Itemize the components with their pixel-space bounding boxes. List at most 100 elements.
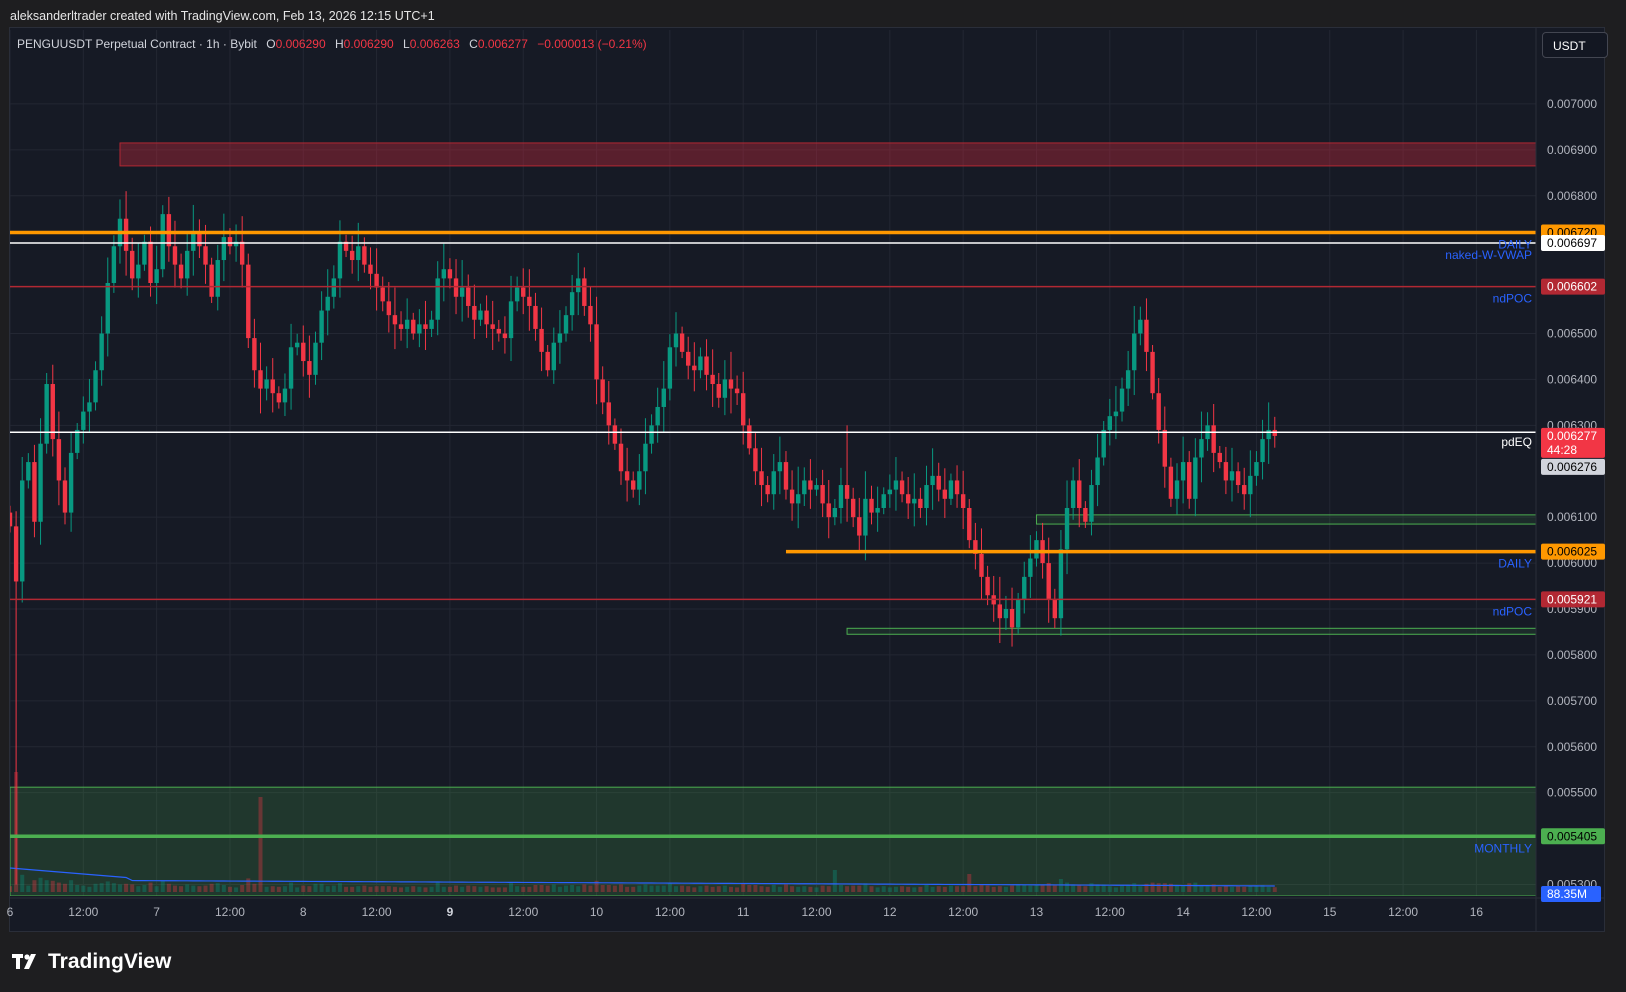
volume-bar: [319, 883, 324, 892]
volume-bar: [466, 885, 471, 892]
candle-body: [1101, 429, 1106, 458]
x-tick-label: 12:00: [215, 905, 245, 919]
volume-ma-line: [10, 867, 1275, 887]
candle-body: [802, 480, 807, 495]
volume-bar: [955, 886, 960, 892]
volume-bar: [191, 885, 196, 892]
candle-body: [404, 319, 410, 329]
candle-body: [380, 287, 385, 302]
candle-body: [863, 498, 868, 536]
candle-body: [56, 439, 62, 481]
volume-bar: [753, 885, 758, 892]
volume-bar: [32, 880, 37, 892]
volume-bar: [484, 886, 489, 892]
candle-body: [209, 264, 214, 297]
candle-body: [294, 342, 300, 348]
candle-body: [637, 471, 642, 490]
price-tag-label: 0.005405: [1547, 829, 1597, 843]
currency-button[interactable]: USDT: [1542, 32, 1608, 58]
candle-body: [392, 315, 398, 325]
volume-bar: [533, 885, 538, 892]
candle-body: [576, 278, 581, 293]
volume-bar: [1187, 883, 1192, 892]
volume-bar: [1101, 884, 1106, 892]
candle-body: [557, 333, 563, 343]
candle-body: [301, 342, 306, 362]
candle-body: [38, 443, 43, 522]
volume-bar: [374, 886, 379, 892]
volume-bar: [802, 886, 807, 892]
candle-body: [887, 489, 893, 495]
price-tag-box: [1541, 828, 1605, 845]
volume-bar: [307, 886, 312, 892]
candle-body: [282, 388, 288, 403]
volume-bar: [258, 797, 263, 892]
volume-bar: [270, 886, 275, 892]
volume-bar: [1089, 883, 1094, 892]
level-label: ndPOC: [1493, 292, 1533, 306]
candle-body: [631, 480, 636, 490]
candle-body: [1254, 462, 1259, 476]
candle-body: [795, 494, 801, 504]
volume-bar: [1266, 886, 1271, 892]
volume-bar: [777, 886, 782, 892]
candle-body: [741, 393, 746, 426]
candle-body: [551, 342, 556, 371]
volume-bar: [1236, 886, 1241, 892]
symbol-title[interactable]: PENGUUSDT Perpetual Contract · 1h · Bybi…: [17, 37, 257, 51]
volume-bar: [148, 882, 153, 892]
candle-body: [239, 241, 245, 265]
candle-body: [191, 232, 196, 251]
volume-bar: [826, 886, 831, 892]
candle-body: [514, 287, 520, 302]
candle-body: [429, 319, 434, 329]
volume-bar: [588, 885, 593, 892]
volume-bar: [99, 883, 104, 892]
volume-bar: [203, 885, 208, 892]
price-tag-box: [1541, 543, 1605, 560]
candle-body: [1217, 452, 1222, 463]
volume-bar: [1028, 885, 1033, 892]
x-tick-label: 12:00: [948, 905, 978, 919]
change-value: −0.000013 (−0.21%): [537, 37, 647, 51]
candle-body: [288, 347, 294, 389]
candle-body: [1156, 393, 1161, 430]
candle-body: [252, 338, 257, 371]
candle-body: [826, 503, 831, 518]
candle-body: [777, 462, 783, 472]
candle-body: [997, 604, 1003, 619]
volume-bar: [643, 884, 648, 892]
volume-bar: [1083, 886, 1088, 892]
volume-bar: [221, 885, 226, 892]
candle-body: [44, 384, 49, 444]
volume-bar: [557, 886, 562, 892]
candle-body: [1193, 457, 1198, 499]
price-tag-label: 0.006025: [1547, 545, 1597, 559]
volume-bar: [686, 886, 691, 892]
candle-body: [484, 310, 489, 325]
volume-bar: [1272, 887, 1277, 892]
candle-body: [123, 218, 129, 251]
candle-body: [936, 475, 941, 490]
volume-bar: [10, 886, 12, 892]
candle-body: [1174, 480, 1180, 499]
candle-body: [417, 324, 422, 334]
candle-body: [820, 485, 825, 504]
x-tick-label: 12:00: [1095, 905, 1125, 919]
volume-bar: [454, 885, 459, 892]
volume-bar: [417, 886, 422, 892]
volume-bar: [906, 886, 911, 892]
candle-body: [313, 342, 318, 375]
candle-body: [81, 411, 86, 430]
volume-bar: [1107, 886, 1112, 892]
low-label: L: [403, 37, 410, 51]
volume-bar: [429, 886, 434, 892]
candle-body: [1119, 388, 1125, 412]
volume-bar: [75, 885, 80, 892]
volume-tag-label: 88.35M: [1547, 887, 1587, 901]
zone-box: [846, 627, 1536, 635]
x-tick-label: 12: [883, 905, 897, 919]
volume-bar: [576, 886, 581, 892]
candle-body: [1229, 471, 1235, 481]
